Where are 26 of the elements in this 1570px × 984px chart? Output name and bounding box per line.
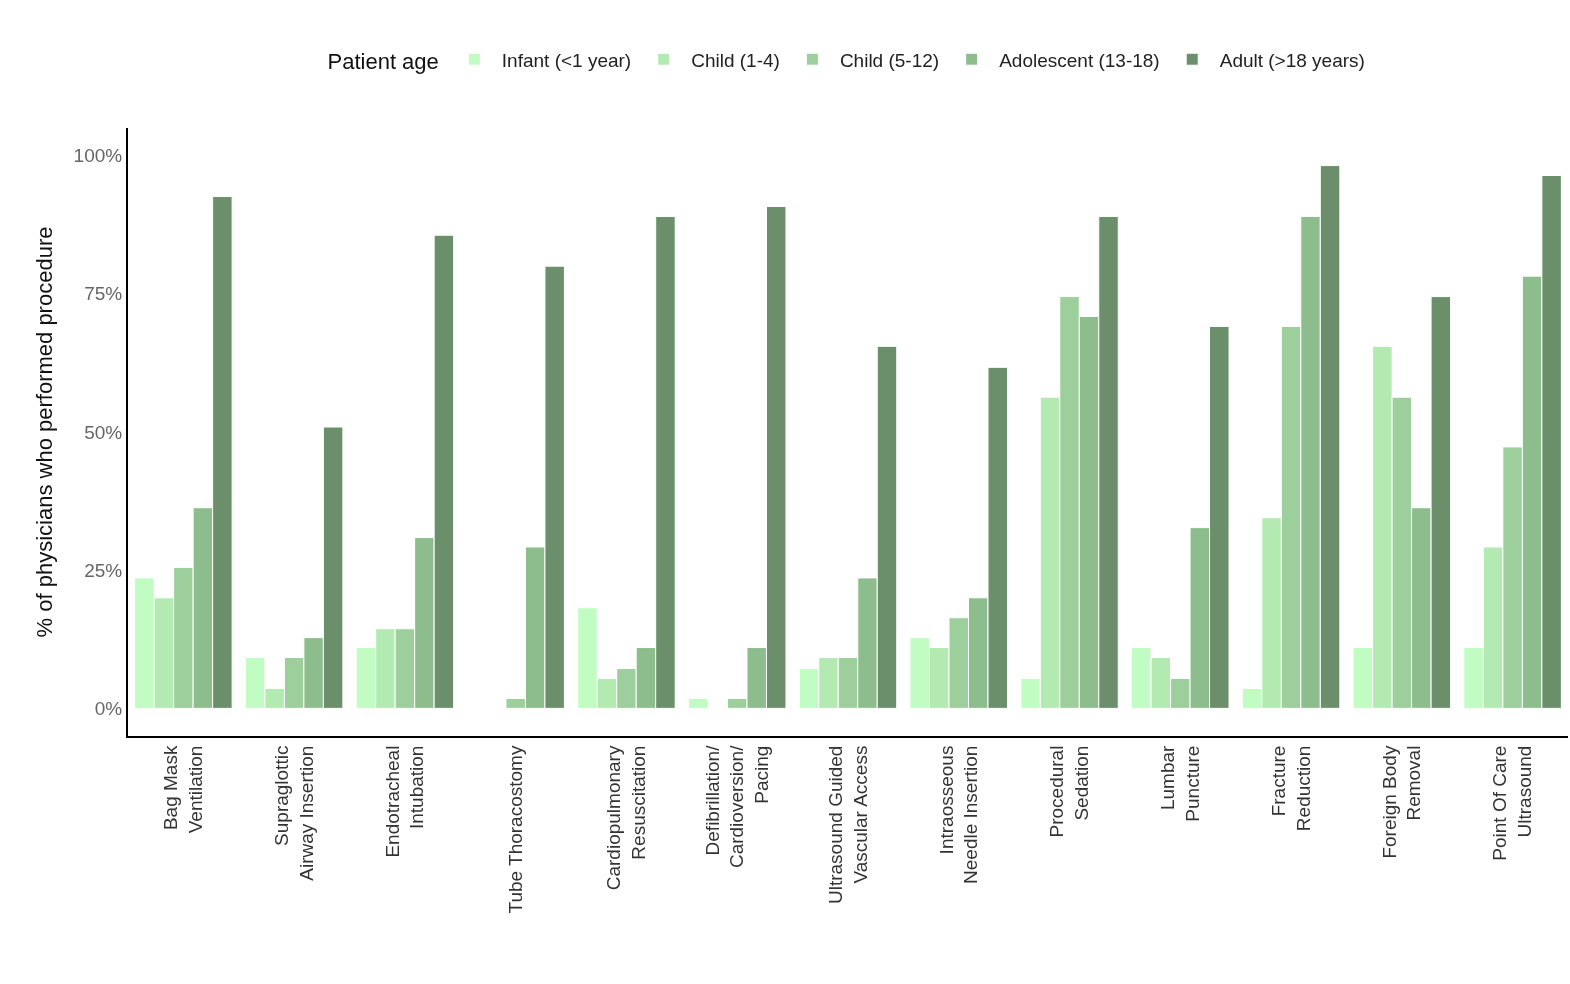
y-tick-label: 0% [94, 698, 123, 720]
y-tick-label: 100% [73, 145, 123, 167]
x-tick-label: Ultrasound Guided Vascular Access [824, 745, 871, 905]
x-tick-label: Endotracheal Intubation [381, 745, 428, 858]
x-tick-label: Tube Thoracostomy [504, 745, 526, 914]
x-tick-label: Fracture Reduction [1267, 745, 1314, 832]
x-tick-label: Foreign Body Removal [1378, 745, 1425, 859]
legend-title: Patient age [327, 48, 439, 74]
y-axis-title: % of physicians who performed procedure [31, 226, 57, 638]
x-tick-label: Cardiopulmonary Resuscitation [603, 745, 649, 891]
legend-label: Child (5-12) [839, 49, 940, 71]
x-tick-label: Point Of Care Ultrasound [1489, 745, 1536, 861]
x-tick-label: Intraosseous Needle Insertion [935, 745, 982, 884]
y-tick-label: 75% [84, 283, 123, 305]
bar [687, 697, 709, 709]
x-tick-label: Bag Mask Ventilation [160, 745, 206, 834]
x-tick-label: Procedural Sedation [1046, 745, 1093, 838]
x-tick-label: Defibrillation/ Cardioversion/ Pacing [701, 744, 773, 869]
legend-label: Adolescent (13-18) [999, 49, 1160, 71]
y-tick-label: 25% [84, 559, 123, 581]
legend-label: Infant (<1 year) [501, 49, 632, 71]
legend-label: Child (1-4) [691, 49, 780, 71]
x-tick-label: Lumbar Puncture [1157, 744, 1203, 822]
x-tick-label: Supraglottic Airway Insertion [270, 745, 317, 881]
legend-label: Adult (>18 years) [1219, 49, 1365, 71]
y-tick-label: 50% [84, 421, 123, 443]
